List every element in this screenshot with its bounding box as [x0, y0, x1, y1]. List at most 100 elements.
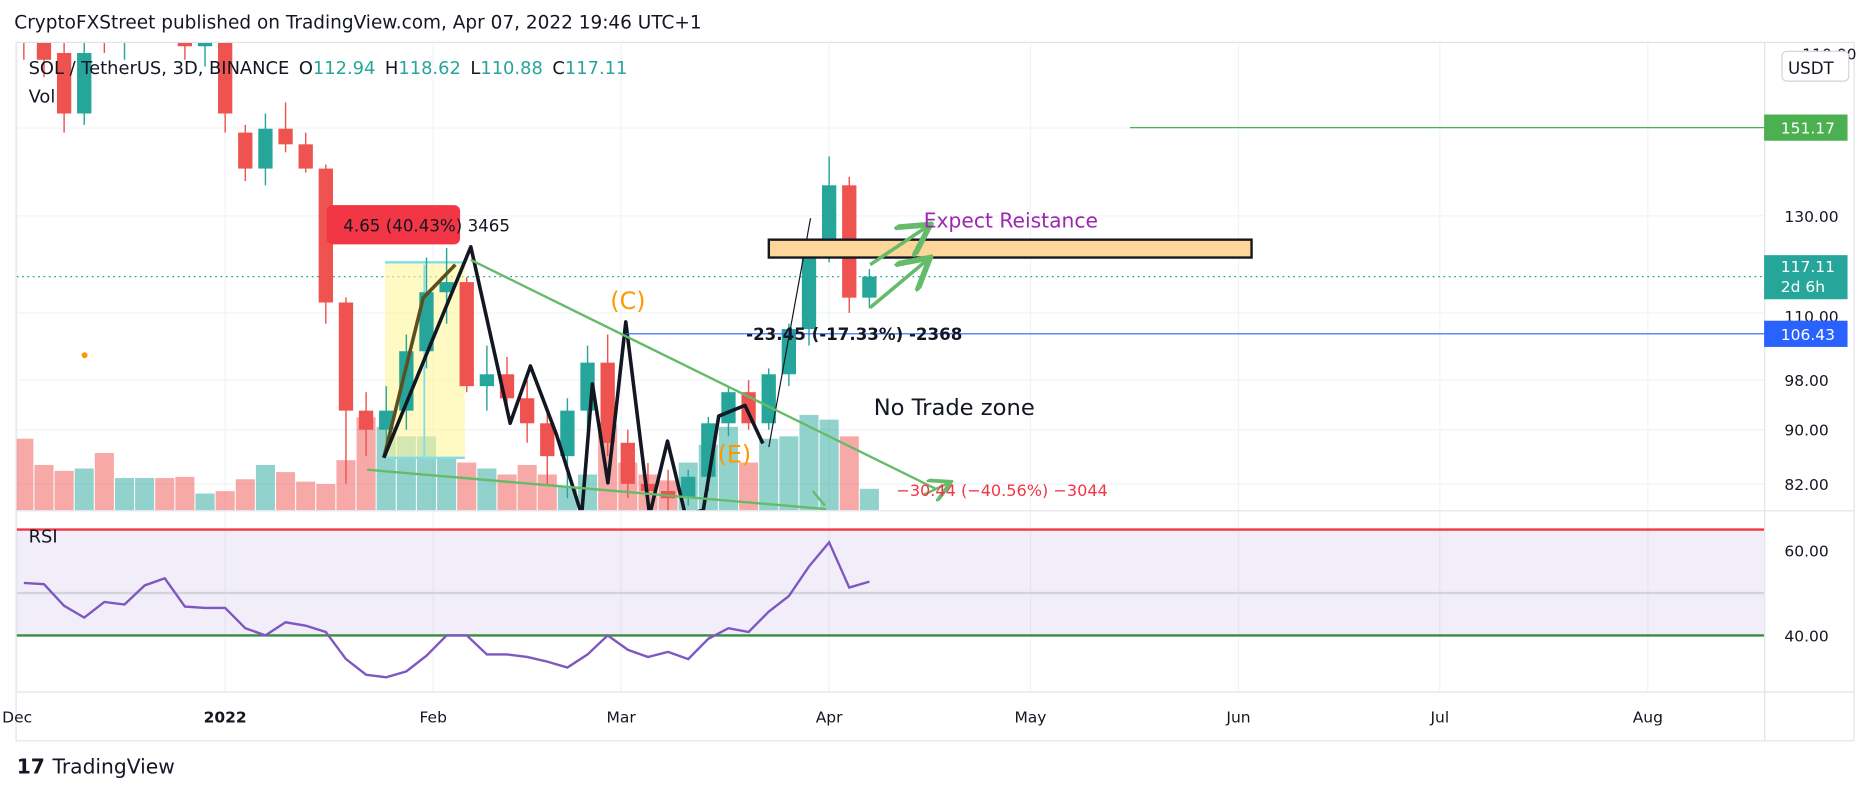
candle-body	[137, 0, 151, 11]
candle-body	[36, 42, 52, 60]
volume-bar	[517, 464, 537, 511]
candle	[479, 345, 495, 411]
time-axis[interactable]: Dec 2022 Feb Mar Apr May Jun Jul Aug	[2, 708, 1663, 726]
candle-body	[278, 128, 293, 145]
volume-bar	[557, 486, 577, 511]
candle	[97, 33, 111, 53]
time-tick-label: Feb	[419, 708, 446, 726]
rsi-tick-60: 60.00	[1784, 543, 1828, 561]
rsi-line	[23, 540, 870, 679]
candle	[23, 42, 25, 60]
candle-body	[318, 168, 333, 303]
support-price-tag	[1764, 320, 1848, 347]
volume-bar	[54, 470, 74, 511]
candle	[36, 42, 52, 78]
candle	[681, 469, 696, 506]
candle-body	[379, 410, 394, 430]
expect-resistance-label: Expect Reistance	[924, 209, 1098, 233]
candle-body	[721, 392, 736, 424]
volume-bar	[718, 426, 739, 511]
volume-bar	[94, 453, 114, 511]
time-tick-label: Jul	[1429, 708, 1449, 726]
candle	[56, 42, 72, 133]
volume-bar	[195, 493, 215, 511]
volume-bar	[437, 457, 457, 511]
candle	[358, 392, 374, 457]
volume-bar	[477, 468, 497, 511]
published-header: CryptoFXStreet published on TradingView.…	[14, 13, 701, 34]
rsi-legend: RSI	[29, 526, 58, 547]
wave-c-label: (C)	[610, 287, 645, 315]
candle	[862, 269, 877, 309]
candle	[600, 334, 615, 457]
candle	[278, 102, 293, 153]
candle-body	[56, 52, 72, 114]
time-tick-label: Mar	[606, 708, 636, 726]
candle	[117, 33, 131, 60]
volume-bar	[356, 417, 376, 511]
close-value: 117.11	[565, 58, 628, 79]
last-price-tag	[1764, 255, 1848, 300]
rsi-tick-40: 40.00	[1784, 627, 1828, 645]
candle-body	[560, 410, 575, 457]
wave-zigzag-line	[382, 245, 765, 511]
volume-bar	[276, 472, 296, 511]
price-ticks: 130.00 98.00 90.00 82.00	[1784, 208, 1838, 494]
candle-body	[117, 33, 131, 40]
high-value: 118.62	[398, 58, 461, 79]
measure-down-label-2: −30.44 (−40.56%) −3044	[896, 481, 1107, 500]
price-tick-label: 98.00	[1784, 372, 1828, 390]
candle	[238, 124, 253, 182]
volume-bar	[759, 438, 779, 511]
volume-bar	[215, 491, 235, 511]
candle-body	[298, 144, 313, 169]
currency-label: USDT	[1788, 59, 1835, 78]
bar-countdown-text: 2d 6h	[1781, 278, 1825, 296]
candle	[620, 429, 635, 499]
candle-body	[781, 329, 797, 375]
volume-bar	[34, 464, 54, 511]
no-trade-zone-label: No Trade zone	[874, 395, 1035, 421]
volume-bar	[316, 484, 336, 511]
time-tick-label: May	[1014, 708, 1046, 726]
currency-button[interactable]	[1781, 50, 1850, 82]
volume-bar	[497, 474, 517, 511]
candle	[459, 277, 474, 393]
candle	[540, 410, 555, 484]
time-tick-label: Jun	[1225, 708, 1250, 726]
candle-body	[97, 33, 111, 40]
candle	[318, 164, 333, 324]
candle-body	[197, 42, 213, 47]
rsi-pane[interactable]	[16, 528, 1765, 679]
resistance-arrow-1	[869, 227, 927, 267]
candle	[77, 42, 92, 125]
candle-body	[419, 292, 434, 352]
candle-body	[258, 128, 273, 169]
candle	[439, 248, 454, 324]
symbol-name: SOL / TetherUS, 3D, BINANCE	[29, 58, 290, 79]
resistance-price-tag	[1764, 114, 1848, 141]
price-tick-label: 82.00	[1784, 476, 1828, 494]
measure-up-label: 4.65 (40.43%) 3465	[343, 216, 510, 235]
tradingview-logo[interactable]: 𝟭𝟳 TradingView	[17, 755, 175, 779]
volume-bar	[457, 462, 477, 511]
symbol-legend[interactable]: SOL / TetherUS, 3D, BINANCE O112.94 H118.6…	[29, 58, 628, 108]
impulse-line	[382, 263, 457, 459]
volume-bar	[859, 488, 879, 511]
chart-frame	[15, 41, 1855, 742]
main-pane[interactable]: (E) 4.65 (40.43%) 3465 (C) -23.45 (-17.3…	[14, 0, 1765, 515]
candle-body	[821, 185, 837, 253]
close-label: C	[552, 58, 564, 79]
resistance-price-text: 151.17	[1781, 120, 1835, 138]
candle-body	[238, 132, 253, 169]
marker-dot	[81, 352, 88, 359]
price-tick-label: 130.00	[1784, 208, 1838, 226]
low-value: 110.88	[480, 58, 543, 79]
candle-body	[862, 276, 877, 298]
time-tick-label: Apr	[816, 708, 843, 726]
volume-bar	[799, 414, 819, 511]
time-tick-label: Aug	[1633, 708, 1663, 726]
resistance-zone-box[interactable]	[767, 238, 1253, 259]
